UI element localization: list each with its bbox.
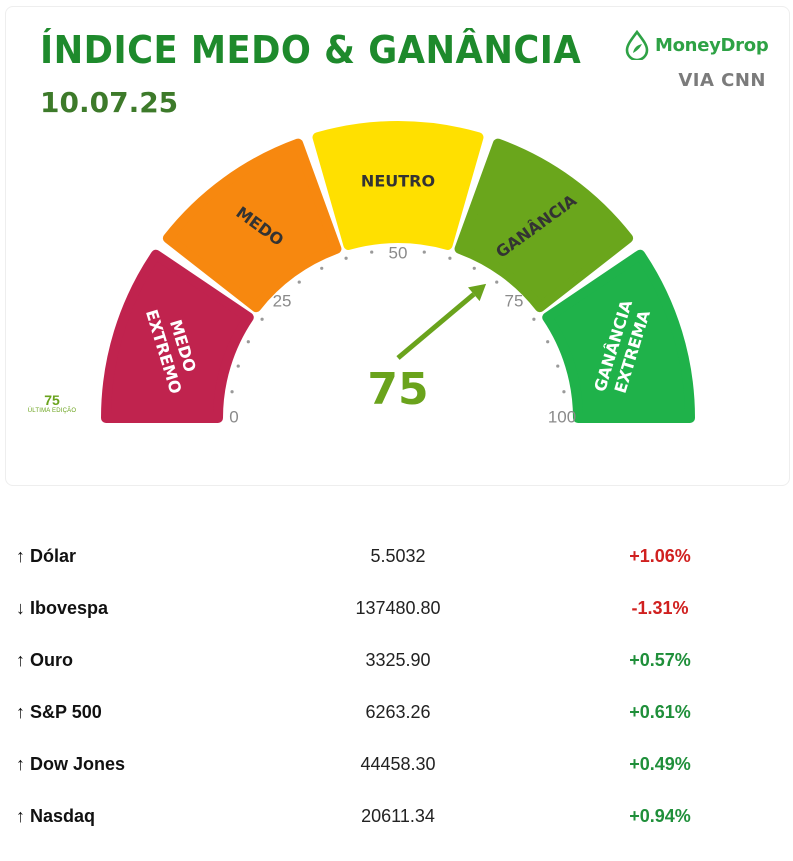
market-change: +0.49% [629,754,691,774]
trend-arrow-icon: ↑ [16,546,25,566]
brand-via: VIA CNN [678,70,766,91]
market-name: ↑ Dow Jones [16,754,125,775]
last-edition: 75 ÚLTIMA EDIÇÃO [24,392,80,414]
market-name: ↑ S&P 500 [16,702,102,723]
market-name-label: Dow Jones [30,754,126,774]
market-name: ↑ Ouro [16,650,73,671]
market-price: 44458.30 [360,754,436,774]
scale-dot [546,340,550,344]
market-name-label: Dólar [30,546,77,566]
gauge-segment-label: NEUTRO [361,172,435,191]
gauge-needle [396,283,487,360]
page-title: ÍNDICE MEDO & GANÂNCIA [40,28,582,72]
last-edition-value: 75 [44,392,60,408]
scale-dot [556,364,560,368]
gauge-segment-arc [101,249,254,423]
market-price: 137480.80 [355,598,441,618]
market-price: 3325.90 [365,650,431,670]
gauge-segment: GANÂNCIA [454,138,634,313]
scale-dot [246,340,250,344]
market-name-label: Ouro [30,650,74,670]
trend-arrow-icon: ↑ [16,650,25,670]
gauge-segment-arc [312,121,484,250]
brand-name: MoneyDrop [655,34,769,56]
market-price: 5.5032 [370,546,426,566]
market-change: +0.61% [629,702,691,722]
trend-arrow-icon: ↑ [16,702,25,722]
gauge-tick-label: 0 [229,407,238,426]
gauge-tick-label: 100 [548,407,576,426]
market-row: ↓ Ibovespa 137480.80 -1.31% [0,598,793,650]
trend-arrow-icon: ↑ [16,754,25,774]
gauge-tick-label: 75 [505,292,524,311]
market-name: ↑ Dólar [16,546,76,567]
edition-date: 10.07.25 [40,86,179,119]
scale-dot [236,364,240,368]
gauge-segment-arc [162,138,342,313]
last-edition-label: ÚLTIMA EDIÇÃO [27,408,77,414]
gauge-tick-label: 50 [389,243,408,262]
scale-dot [320,266,324,270]
market-name-label: Nasdaq [30,806,96,826]
market-name: ↓ Ibovespa [16,598,108,619]
drop-leaf-icon [625,30,649,60]
gauge-segment: MEDO [162,138,342,313]
scale-dot [260,317,264,321]
market-row: ↑ Nasdaq 20611.34 +0.94% [0,806,793,858]
trend-arrow-icon: ↑ [16,806,25,826]
market-row: ↑ S&P 500 6263.26 +0.61% [0,702,793,754]
needle-arrowhead [468,283,487,302]
market-change: +0.57% [629,650,691,670]
scale-dot [448,256,452,260]
market-table: ↑ Dólar 5.5032 +1.06% ↓ Ibovespa 137480.80 -1… [0,546,793,858]
scale-dot [422,250,426,254]
market-row: ↑ Ouro 3325.90 +0.57% [0,650,793,702]
gauge-value: 75 [367,364,428,415]
brand-block: MoneyDrop VIA CNN [624,30,774,100]
scale-dot [297,280,301,284]
market-name-label: S&P 500 [30,702,102,722]
scale-dot [532,317,536,321]
gauge-tick-label: 25 [273,292,292,311]
needle-shaft [396,292,476,360]
scale-dot [230,390,234,394]
gauge-segment-arc [454,138,634,313]
market-change: +0.94% [629,806,691,826]
market-row: ↑ Dow Jones 44458.30 +0.49% [0,754,793,806]
market-row: ↑ Dólar 5.5032 +1.06% [0,546,793,598]
scale-dot [344,256,348,260]
trend-arrow-icon: ↓ [16,598,25,618]
brand-logo: MoneyDrop [624,30,774,60]
market-price: 6263.26 [365,702,431,722]
gauge-segment-arc [542,249,695,423]
scale-dot [370,250,374,254]
market-name: ↑ Nasdaq [16,806,95,827]
scale-dot [495,280,499,284]
market-change: +1.06% [629,546,691,566]
scale-dot [562,390,566,394]
market-change: -1.31% [631,598,689,618]
market-price: 20611.34 [361,806,435,826]
market-name-label: Ibovespa [30,598,109,618]
gauge-segment: NEUTRO [312,121,484,250]
scale-dot [472,266,476,270]
